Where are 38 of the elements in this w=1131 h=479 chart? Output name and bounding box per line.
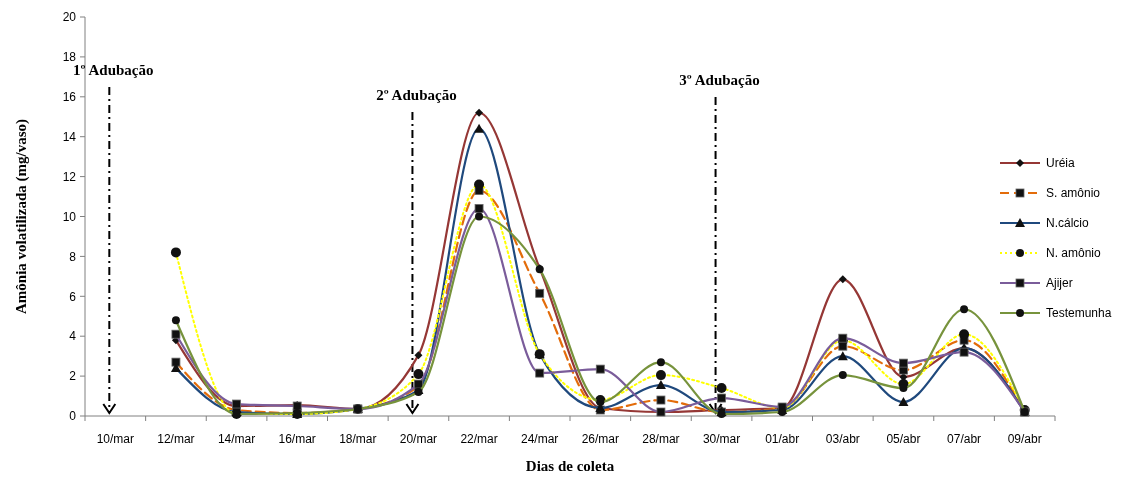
x-tick-label: 26/mar: [581, 432, 619, 446]
x-tick-label: 24/mar: [521, 432, 559, 446]
x-tick-label: 10/mar: [96, 432, 134, 446]
legend-label: Uréia: [1046, 156, 1075, 171]
legend-label: Testemunha: [1046, 306, 1112, 321]
x-tick-label: 20/mar: [399, 432, 438, 446]
x-tick-label: 28/mar: [642, 432, 680, 446]
x-tick-label: 30/mar: [702, 432, 741, 446]
legend-label: S. amônio: [1046, 186, 1101, 201]
x-tick-label: 05/abr: [886, 432, 921, 446]
x-tick-label: 14/mar: [217, 432, 256, 446]
x-tick-label: 09/abr: [1007, 432, 1042, 446]
x-tick-label: 18/mar: [339, 432, 377, 446]
y-tick-label: 20: [62, 10, 77, 25]
y-tick-label: 10: [62, 209, 77, 224]
legend-label: N. amônio: [1046, 246, 1102, 261]
y-tick-label: 2: [69, 369, 77, 384]
ref-line-label: 2º Adubação: [376, 87, 457, 103]
y-tick-label: 14: [62, 129, 77, 144]
y-tick-label: 4: [69, 329, 77, 344]
x-axis-title: Dias de coleta: [525, 458, 615, 474]
ref-line-label: 1º Adubação: [73, 62, 154, 78]
y-tick-label: 12: [62, 169, 77, 184]
x-tick-label: 03/abr: [825, 432, 860, 446]
y-axis-title: Amônia volatilizada (mg/vaso): [13, 119, 30, 314]
legend-label: N.cálcio: [1046, 216, 1090, 231]
x-tick-label: 07/abr: [947, 432, 982, 446]
y-tick-label: 16: [62, 90, 77, 104]
y-tick-label: 0: [69, 409, 77, 424]
x-tick-label: 16/mar: [278, 432, 316, 446]
y-tick-label: 8: [69, 249, 77, 264]
x-tick-label: 01/abr: [765, 432, 800, 446]
ref-line-label: 3º Adubação: [679, 72, 760, 88]
x-tick-label: 22/mar: [460, 432, 498, 446]
x-tick-label: 12/mar: [157, 432, 195, 446]
y-tick-label: 6: [69, 289, 77, 304]
y-tick-label: 18: [62, 50, 77, 65]
legend-label: Ajijer: [1046, 276, 1073, 291]
